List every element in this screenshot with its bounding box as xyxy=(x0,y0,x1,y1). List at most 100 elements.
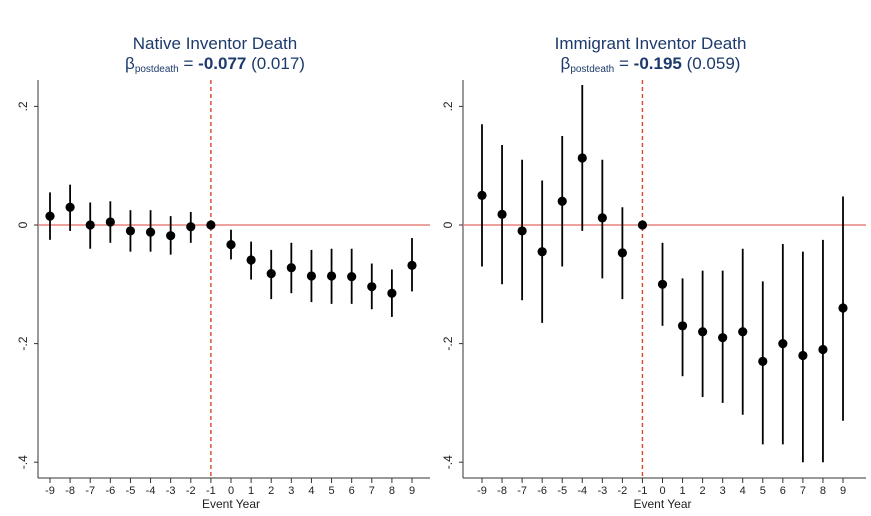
point-estimate-marker xyxy=(306,271,317,281)
x-tick-label: 7 xyxy=(800,485,806,497)
y-tick-label: 0 xyxy=(16,221,30,228)
y-tick-label: -.2 xyxy=(16,336,30,350)
point-estimate-marker xyxy=(65,202,75,212)
point-estimate-marker xyxy=(557,196,567,206)
point-estimate-marker xyxy=(778,339,788,349)
y-tick-label: 0 xyxy=(441,221,455,228)
x-tick-label: -5 xyxy=(126,485,136,497)
point-estimate-marker xyxy=(246,255,256,265)
point-estimate-marker xyxy=(477,190,487,200)
x-tick-label: 2 xyxy=(268,485,274,497)
equals-sign: = xyxy=(183,54,194,73)
point-estimate-marker xyxy=(718,333,728,343)
chart-title: Immigrant Inventor Death xyxy=(554,34,747,53)
beta-standard-error: (0.059) xyxy=(686,54,741,73)
point-estimate-marker xyxy=(677,321,688,331)
x-tick-label: 8 xyxy=(389,485,395,497)
point-estimate-marker xyxy=(226,239,236,250)
x-tick-label: -4 xyxy=(577,485,587,497)
x-tick-label: -7 xyxy=(517,485,527,497)
beta-subscript: postdeath xyxy=(134,64,179,75)
x-tick-label: -4 xyxy=(146,485,156,497)
point-estimate-marker xyxy=(105,217,115,227)
y-tick-label: -.4 xyxy=(16,455,30,469)
point-estimate-marker xyxy=(617,248,627,258)
beta-subscript: postdeath xyxy=(570,64,615,75)
x-tick-label: -3 xyxy=(166,485,176,497)
point-estimate-marker xyxy=(387,288,397,298)
point-estimate-marker xyxy=(407,260,417,270)
y-tick-label: .2 xyxy=(16,101,30,111)
point-estimate-marker xyxy=(186,222,196,232)
point-estimate-marker xyxy=(597,213,607,223)
x-tick-label: 0 xyxy=(228,485,234,497)
chart-subtitle: βpostdeath = -0.195 (0.059) xyxy=(430,54,871,75)
point-estimate-marker xyxy=(637,220,648,230)
x-tick-label: -6 xyxy=(537,485,547,497)
x-tick-label: -1 xyxy=(206,485,216,497)
point-estimate-marker xyxy=(125,226,136,236)
x-tick-label: -9 xyxy=(45,485,55,497)
x-tick-label: 8 xyxy=(820,485,826,497)
point-estimate-marker xyxy=(517,226,527,236)
x-tick-label: -8 xyxy=(65,485,75,497)
chart-title: Native Inventor Death xyxy=(132,34,298,53)
x-tick-label: -3 xyxy=(597,485,607,497)
point-estimate-marker xyxy=(266,269,276,279)
point-estimate-marker xyxy=(45,211,55,221)
x-axis-label: Event Year xyxy=(633,497,691,511)
x-tick-label: 4 xyxy=(740,485,746,497)
x-tick-label: 3 xyxy=(720,485,726,497)
x-tick-label: 5 xyxy=(760,485,766,497)
x-tick-label: 6 xyxy=(349,485,355,497)
x-tick-label: -7 xyxy=(85,485,95,497)
x-tick-label: 7 xyxy=(369,485,375,497)
chart-subtitle: βpostdeath = -0.077 (0.017) xyxy=(0,54,430,75)
x-tick-label: -9 xyxy=(477,485,487,497)
point-estimate-marker xyxy=(838,303,848,313)
x-tick-label: -8 xyxy=(497,485,507,497)
point-estimate-marker xyxy=(347,271,357,282)
native-inventor-death-panel: Native Inventor Death βpostdeath = -0.07… xyxy=(0,0,430,516)
x-tick-label: -2 xyxy=(186,485,196,497)
point-estimate-marker xyxy=(537,247,547,257)
beta-estimate: -0.195 xyxy=(633,54,682,73)
immigrant-inventor-death-panel: Immigrant Inventor Death βpostdeath = -0… xyxy=(430,0,871,516)
point-estimate-marker xyxy=(286,263,296,273)
point-estimate-marker xyxy=(497,209,507,219)
point-estimate-marker xyxy=(577,153,587,163)
chart-plot-svg: .2 0 -.2 -.4 -9 -8 -7 -6 -5 -4 -3 -2 -1 0 1 2 3 4 5 6 7 8 9 Eve… xyxy=(441,80,866,511)
x-tick-label: 5 xyxy=(328,485,334,497)
point-estimate-marker xyxy=(326,271,337,281)
x-tick-label: -6 xyxy=(105,485,115,497)
point-estimate-marker xyxy=(367,282,377,292)
point-estimate-marker xyxy=(738,327,748,337)
x-tick-label: 4 xyxy=(308,485,314,497)
x-tick-label: -2 xyxy=(617,485,627,497)
x-tick-label: 1 xyxy=(679,485,685,497)
x-tick-label: 0 xyxy=(659,485,665,497)
y-tick-label: .2 xyxy=(441,101,455,111)
y-tick-label: -.4 xyxy=(441,455,455,469)
point-estimate-marker xyxy=(85,220,95,230)
point-estimate-marker xyxy=(206,220,216,230)
point-estimate-marker xyxy=(145,227,156,237)
x-axis-label: Event Year xyxy=(202,497,260,511)
x-tick-label: -1 xyxy=(638,485,648,497)
beta-symbol: β xyxy=(560,54,571,73)
x-tick-label: 2 xyxy=(700,485,706,497)
point-estimate-marker xyxy=(657,279,668,289)
point-estimate-marker xyxy=(818,344,828,355)
x-tick-label: -5 xyxy=(557,485,567,497)
equals-sign: = xyxy=(618,54,629,73)
point-estimate-marker xyxy=(166,231,176,241)
point-estimate-marker xyxy=(798,350,808,361)
chart-plot-svg: .2 0 -.2 -.4 -9 -8 -7 -6 -5 -4 -3 -2 -1 0 1 2 3 4 5 6 7 8 9 Eve… xyxy=(16,80,430,511)
point-estimate-marker xyxy=(758,356,768,366)
beta-symbol: β xyxy=(125,54,135,73)
point-estimate-marker xyxy=(698,327,708,337)
y-tick-label: -.2 xyxy=(441,336,455,350)
x-tick-label: 9 xyxy=(409,485,415,497)
x-tick-label: 3 xyxy=(288,485,294,497)
x-tick-label: 9 xyxy=(840,485,846,497)
